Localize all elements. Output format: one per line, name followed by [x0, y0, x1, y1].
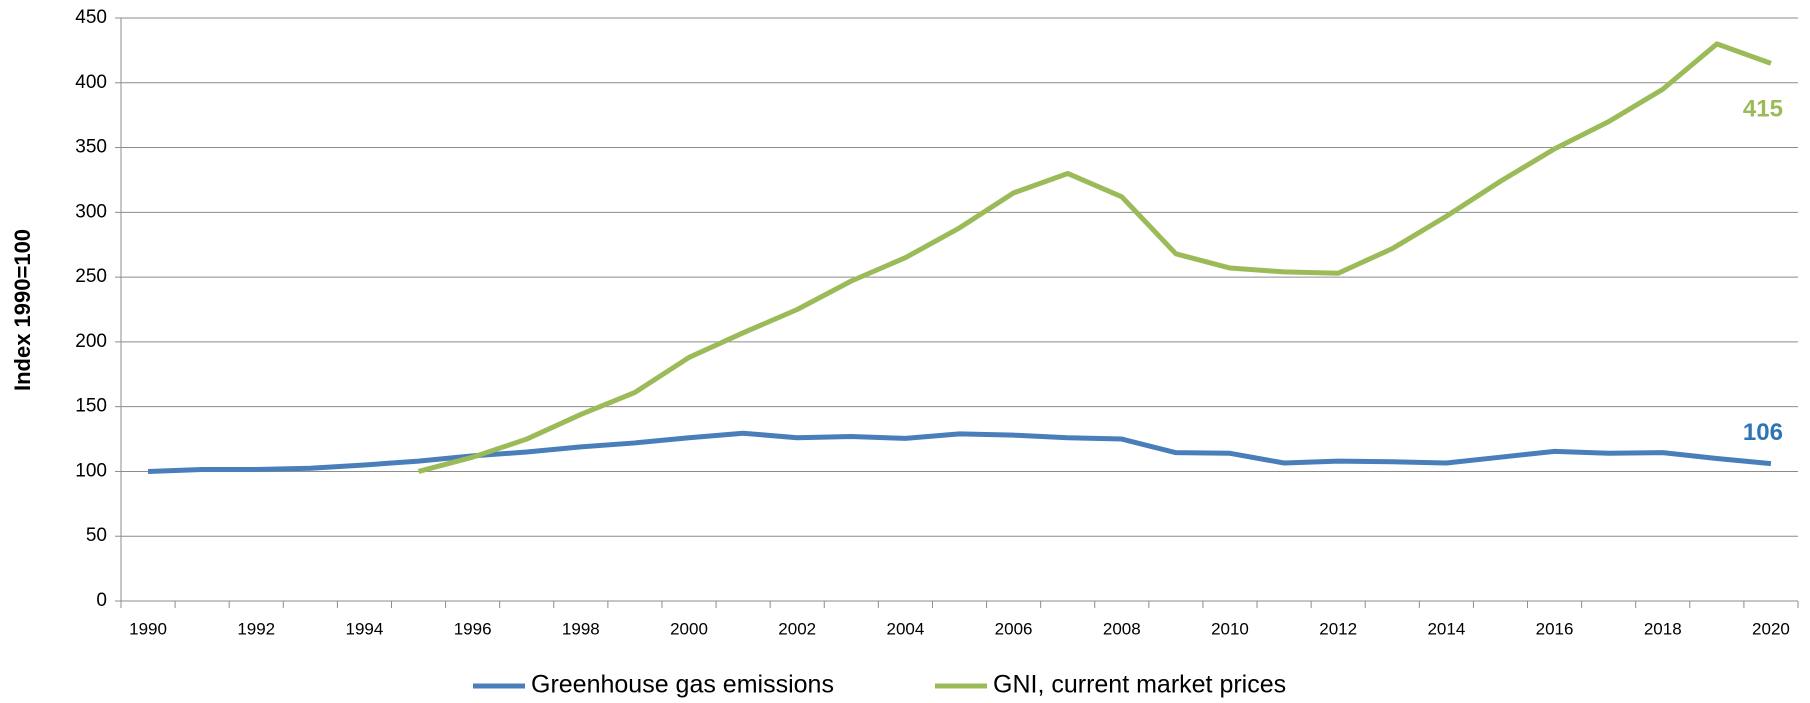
x-tick-label: 2002 [778, 619, 816, 638]
x-tick-label: 1998 [562, 619, 600, 638]
end-value-label: 106 [1743, 419, 1783, 446]
legend-label: Greenhouse gas emissions [531, 671, 834, 699]
x-tick-label: 2014 [1427, 619, 1465, 638]
series-line [417, 41, 1772, 474]
y-tick-label: 250 [75, 266, 107, 287]
x-tick-label: 2006 [995, 619, 1033, 638]
y-tick-label: 450 [75, 7, 107, 28]
y-tick-label: 0 [96, 590, 107, 611]
x-tick-label: 2018 [1644, 619, 1682, 638]
y-tick-label: 100 [75, 460, 107, 481]
x-tick-label: 2010 [1211, 619, 1249, 638]
y-tick-label: 50 [86, 525, 107, 546]
legend-label: GNI, current market prices [993, 671, 1286, 699]
x-tick-label: 2000 [670, 619, 708, 638]
y-axis-title: Index 1990=100 [10, 229, 35, 391]
x-tick-label: 2008 [1103, 619, 1141, 638]
end-value-label: 415 [1743, 96, 1783, 123]
x-tick-label: 1992 [237, 619, 275, 638]
x-tick-label: 2016 [1536, 619, 1574, 638]
x-tick-label: 1996 [454, 619, 492, 638]
x-tick-label: 2004 [886, 619, 924, 638]
y-tick-label: 400 [75, 72, 107, 93]
y-tick-label: 350 [75, 137, 107, 158]
x-tick-label: 2020 [1752, 619, 1790, 638]
x-tick-label: 1990 [129, 619, 167, 638]
series-line [147, 430, 1772, 474]
x-tick-label: 1994 [346, 619, 384, 638]
y-tick-label: 150 [75, 396, 107, 417]
x-tick-label: 2012 [1319, 619, 1357, 638]
y-tick-label: 300 [75, 201, 107, 222]
y-tick-label: 200 [75, 331, 107, 352]
